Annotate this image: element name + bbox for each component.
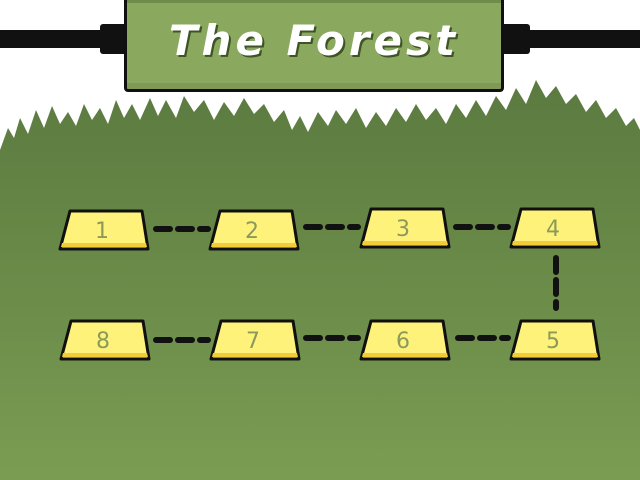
sign-post-right xyxy=(530,30,640,48)
level-number: 2 xyxy=(245,219,259,244)
level-button-8[interactable]: 8 xyxy=(59,319,151,361)
level-tile xyxy=(208,209,300,251)
level-tile-edge xyxy=(211,243,297,247)
level-button-7[interactable]: 7 xyxy=(209,319,301,361)
level-button-4[interactable]: 4 xyxy=(509,207,601,249)
level-tile-edge xyxy=(62,353,148,357)
level-tile xyxy=(509,207,601,249)
title-sign: The Forest xyxy=(124,0,504,92)
level-number: 6 xyxy=(396,329,410,354)
level-button-1[interactable]: 1 xyxy=(58,209,150,251)
level-button-2[interactable]: 2 xyxy=(208,209,300,251)
level-number: 1 xyxy=(95,219,109,244)
level-tile-edge xyxy=(212,353,298,357)
level-button-6[interactable]: 6 xyxy=(359,319,451,361)
level-tile xyxy=(509,319,601,361)
level-tile xyxy=(59,319,151,361)
treeline-silhouette xyxy=(0,80,640,480)
level-button-5[interactable]: 5 xyxy=(509,319,601,361)
sign-post-left xyxy=(0,30,110,48)
level-tile xyxy=(359,207,451,249)
level-number: 7 xyxy=(246,329,260,354)
page-title: The Forest xyxy=(168,16,460,65)
level-number: 4 xyxy=(546,217,560,242)
level-tile-edge xyxy=(362,241,448,245)
level-button-3[interactable]: 3 xyxy=(359,207,451,249)
level-tile-edge xyxy=(61,243,147,247)
level-tile-edge xyxy=(512,241,598,245)
level-tile xyxy=(58,209,150,251)
level-number: 3 xyxy=(396,217,410,242)
path-connectors xyxy=(153,224,559,343)
level-tile-edge xyxy=(512,353,598,357)
level-tile xyxy=(359,319,451,361)
level-tile xyxy=(209,319,301,361)
level-number: 8 xyxy=(96,329,110,354)
sign-post-right-cap xyxy=(496,24,530,54)
level-number: 5 xyxy=(546,329,560,354)
level-tile-edge xyxy=(362,353,448,357)
